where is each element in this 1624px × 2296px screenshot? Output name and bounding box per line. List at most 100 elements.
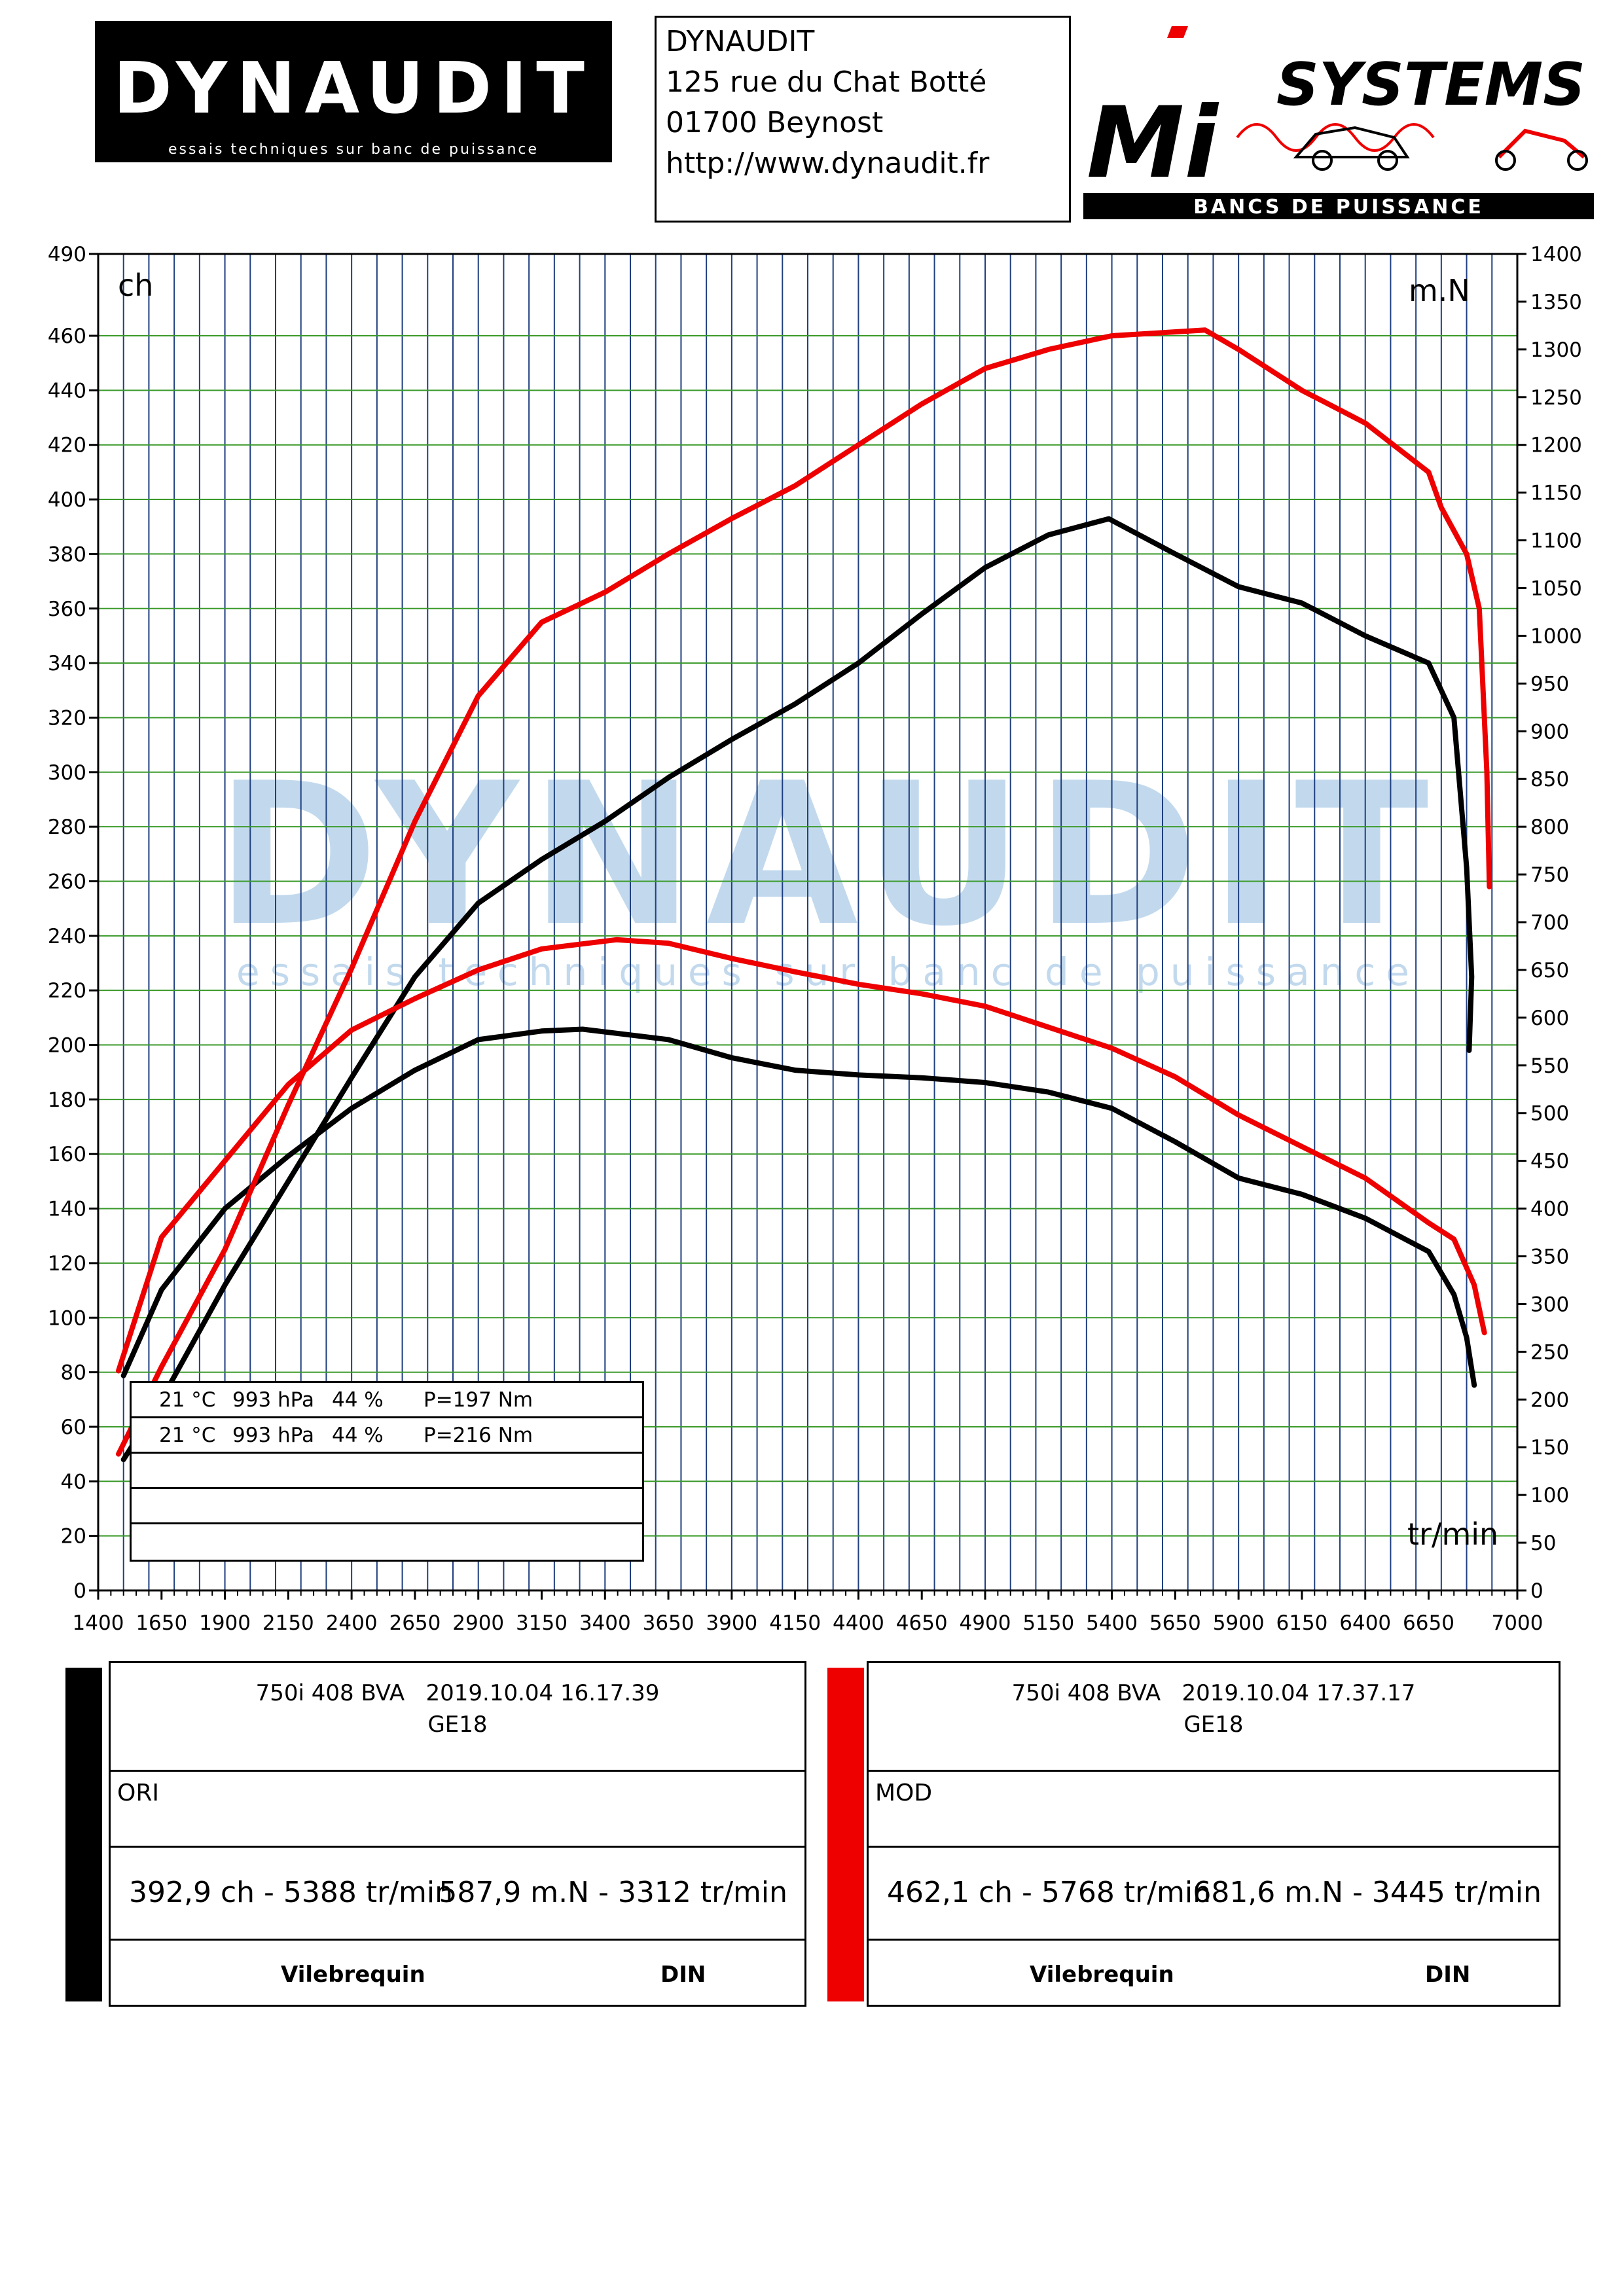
conditions-table: 21 °C 993 hPa 44 % P=197 Nm 21 °C 993 hPa 44 … <box>130 1381 644 1562</box>
logo-systems-word: SYSTEMS <box>1276 50 1585 119</box>
logo-i-dot <box>1167 26 1188 38</box>
right-tick-label: 1350 <box>1530 291 1582 314</box>
mod-power-curve <box>116 327 1492 1457</box>
dynaudit-logo-tagline: essais techniques sur banc de puissance <box>168 141 539 158</box>
right-tick-label: 350 <box>1530 1246 1569 1269</box>
watermark-tagline: essais techniques sur banc de puissance <box>236 950 1420 994</box>
right-tick-label: 400 <box>1530 1198 1569 1221</box>
left-tick-label: 300 <box>48 761 86 785</box>
left-tick-label: 20 <box>61 1525 86 1549</box>
logo-wave <box>1236 123 1435 152</box>
run-ori-crank: Vilebrequin <box>281 1962 425 1988</box>
right-tick-label: 650 <box>1530 959 1569 982</box>
dyno-chart: DYNAUDIT essais techniques sur banc de p… <box>48 243 1582 1635</box>
right-tick-label: 200 <box>1530 1388 1569 1412</box>
cond-ori-pressure: 993 hPa <box>232 1388 314 1412</box>
left-tick-label: 200 <box>48 1034 86 1058</box>
x-tick-label: 4650 <box>896 1611 948 1635</box>
left-tick-label: 280 <box>48 816 86 839</box>
conditions-row-empty <box>132 1454 642 1489</box>
run-box-mod: 750i 408 BVA 2019.10.04 17.37.17 GE18 MOD… <box>867 1661 1561 2007</box>
run-mod-title: 750i 408 BVA 2019.10.04 17.37.17 GE18 <box>869 1677 1559 1740</box>
x-tick-label: 5150 <box>1022 1611 1074 1635</box>
logo-bike-wheel-icon <box>1567 150 1588 171</box>
left-tick-label: 260 <box>48 870 86 893</box>
conditions-row-empty <box>132 1524 642 1560</box>
x-tick-label: 3400 <box>579 1611 631 1635</box>
run-mod-code: GE18 <box>1183 1712 1244 1738</box>
left-tick-label: 40 <box>61 1470 86 1494</box>
run-ori-peak-power: 392,9 ch - 5388 tr/min <box>129 1876 453 1909</box>
left-tick-label: 400 <box>48 488 86 512</box>
dynaudit-logo-word: DYNAUDIT <box>113 48 594 130</box>
logo-car-wheel-icon <box>1312 150 1333 171</box>
right-tick-label: 50 <box>1530 1532 1556 1555</box>
run-mod-label-row: MOD <box>869 1772 1559 1848</box>
x-tick-label: 6650 <box>1403 1611 1454 1635</box>
left-tick-label: 340 <box>48 652 86 675</box>
mi-systems-logo: SYSTEMS Mi BANCS DE PUISSANCE <box>1083 26 1594 219</box>
mod-color-swatch <box>827 1668 864 2001</box>
right-tick-label: 450 <box>1530 1150 1569 1174</box>
run-mod-name: 750i 408 BVA 2019.10.04 17.37.17 <box>1011 1680 1416 1706</box>
left-tick-label: 360 <box>48 598 86 621</box>
left-axis-unit: ch <box>118 268 153 303</box>
watermark-brand: DYNAUDIT <box>215 741 1440 969</box>
left-tick-label: 160 <box>48 1143 86 1166</box>
left-tick-label: 60 <box>61 1416 86 1439</box>
cond-mod-humidity: 44 % <box>332 1424 384 1447</box>
run-ori-title: 750i 408 BVA 2019.10.04 16.17.39 GE18 <box>111 1677 804 1740</box>
cond-mod-loss: P=216 Nm <box>424 1424 533 1447</box>
cond-ori-humidity: 44 % <box>332 1388 384 1412</box>
run-mod-peak-torque: 681,6 m.N - 3445 tr/min <box>1193 1876 1542 1909</box>
ori-color-swatch <box>65 1668 102 2001</box>
watermark: DYNAUDIT essais techniques sur banc de p… <box>215 741 1440 994</box>
logo-motorbike-icon <box>1497 128 1585 159</box>
right-axis-unit: m.N <box>1409 273 1470 308</box>
logo-bike-wheel-icon <box>1495 150 1516 171</box>
run-ori-peak-torque: 587,9 m.N - 3312 tr/min <box>439 1876 787 1909</box>
left-tick-label: 240 <box>48 925 86 948</box>
run-mod-crank: Vilebrequin <box>1030 1962 1174 1988</box>
run-ori-name: 750i 408 BVA 2019.10.04 16.17.39 <box>255 1680 660 1706</box>
address-street: 125 rue du Chat Botté <box>666 65 987 99</box>
x-tick-label: 4150 <box>769 1611 821 1635</box>
chart-curves <box>116 327 1492 1462</box>
right-tick-label: 1150 <box>1530 482 1582 505</box>
right-tick-label: 0 <box>1530 1579 1543 1603</box>
address-box: DYNAUDIT 125 rue du Chat Botté 01700 Bey… <box>655 16 1071 223</box>
left-tick-label: 120 <box>48 1252 86 1276</box>
left-tick-label: 420 <box>48 434 86 457</box>
logo-car-icon <box>1293 126 1410 158</box>
right-tick-label: 1100 <box>1530 529 1582 553</box>
x-axis-unit: tr/min <box>1407 1516 1498 1552</box>
run-mod-peak-power: 462,1 ch - 5768 tr/min <box>887 1876 1211 1909</box>
cond-mod-temp: 21 °C <box>159 1424 216 1447</box>
x-tick-label: 2150 <box>262 1611 314 1635</box>
conditions-row-mod: 21 °C 993 hPa 44 % P=216 Nm <box>132 1418 642 1454</box>
right-tick-label: 950 <box>1530 672 1569 696</box>
cond-ori-loss: P=197 Nm <box>424 1388 533 1412</box>
run-mod-header: 750i 408 BVA 2019.10.04 17.37.17 GE18 <box>869 1663 1559 1772</box>
x-tick-label: 6400 <box>1339 1611 1391 1635</box>
x-tick-label: 2400 <box>326 1611 378 1635</box>
left-axis-ticks: 0 20 40 60 80 100 120 140 160 180 200 220 240 260 280 3… <box>48 243 98 1603</box>
ori-power-curve <box>120 516 1475 1462</box>
right-tick-label: 1200 <box>1530 434 1582 457</box>
x-tick-label: 1400 <box>73 1611 124 1635</box>
x-tick-label: 4400 <box>833 1611 884 1635</box>
logo-mi-letters: Mi <box>1087 86 1219 200</box>
left-tick-label: 140 <box>48 1198 86 1221</box>
chart-grid <box>98 253 1518 1591</box>
run-ori-peaks: 392,9 ch - 5388 tr/min 587,9 m.N - 3312 … <box>111 1848 804 1941</box>
left-tick-label: 490 <box>48 243 86 266</box>
dynaudit-logo: DYNAUDIT essais techniques sur banc de p… <box>95 21 612 162</box>
right-tick-label: 1050 <box>1530 577 1582 601</box>
logo-tagline: BANCS DE PUISSANCE <box>1193 196 1484 219</box>
run-ori-label-row: ORI <box>111 1772 804 1848</box>
x-tick-label: 2900 <box>452 1611 504 1635</box>
logo-car-wheel-icon <box>1377 150 1398 171</box>
right-tick-label: 1300 <box>1530 338 1582 362</box>
run-mod-label: MOD <box>875 1780 933 1806</box>
x-tick-label: 6150 <box>1276 1611 1327 1635</box>
